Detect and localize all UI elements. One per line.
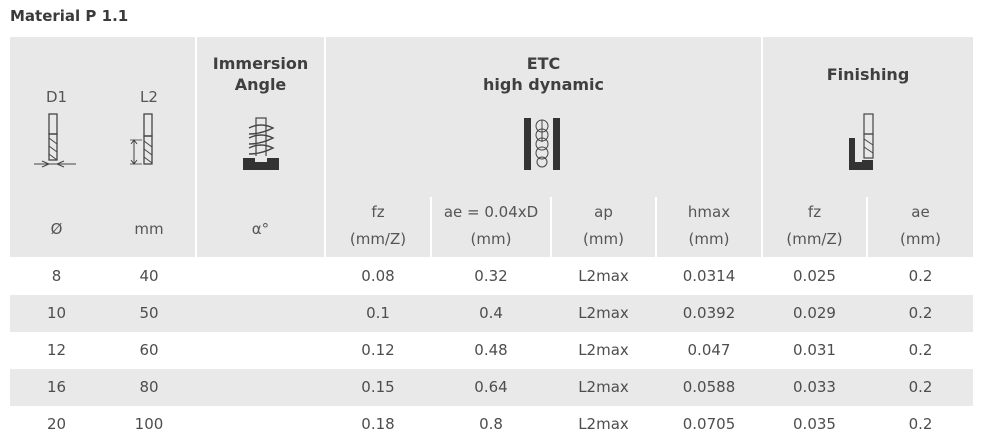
cell-ae: 0.8 — [479, 415, 503, 433]
table-header — [10, 37, 973, 257]
angle-unit: α° — [251, 220, 270, 238]
cell-finishing-ae: 0.2 — [908, 267, 933, 285]
cell-ap: L2max — [578, 341, 629, 359]
cell-l2: 50 — [139, 304, 159, 322]
cell-finishing-fz: 0.031 — [793, 341, 836, 359]
cell-finishing-fz: 0.029 — [793, 304, 836, 322]
immersion-angle-text: Immersion Angle — [212, 54, 309, 94]
d1-label: D1 — [45, 88, 68, 106]
cell-finishing-ae: 0.2 — [908, 415, 933, 433]
cell-fz: 0.08 — [361, 267, 395, 285]
table-row: 12 60 0.12 0.48 L2max 0.047 0.031 0.2 — [10, 332, 973, 369]
cell-d1: 8 — [51, 267, 62, 285]
cell-hmax: 0.0392 — [682, 304, 736, 322]
cell-ae: 0.64 — [474, 378, 508, 396]
cell-hmax: 0.0314 — [682, 267, 736, 285]
etc-fz-unit: fz (mm/Z) — [349, 203, 407, 248]
end-mill-length-icon — [130, 113, 153, 165]
cell-hmax: 0.0705 — [682, 415, 736, 433]
cell-l2: 40 — [139, 267, 159, 285]
cell-finishing-ae: 0.2 — [908, 378, 933, 396]
cell-finishing-fz: 0.035 — [793, 415, 836, 433]
cell-d1: 16 — [46, 378, 67, 396]
cell-d1: 10 — [46, 304, 67, 322]
page-title: Material P 1.1 — [10, 7, 129, 25]
cell-fz: 0.15 — [361, 378, 395, 396]
cell-finishing-ae: 0.2 — [908, 341, 933, 359]
helix-immersion-icon — [243, 117, 279, 170]
cell-finishing-ae: 0.2 — [908, 304, 933, 322]
cell-angle — [197, 295, 324, 332]
finishing-fz-unit: fz (mm/Z) — [786, 203, 843, 248]
cell-ae: 0.32 — [474, 267, 508, 285]
cell-ae: 0.48 — [474, 341, 508, 359]
immersion-angle-heading: Immersion Angle — [195, 53, 326, 95]
finishing-heading: Finishing — [826, 65, 910, 84]
etc-heading: ETC high dynamic — [326, 53, 761, 95]
cell-angle — [197, 369, 324, 406]
l2-label: L2 — [140, 88, 158, 106]
cell-l2: 100 — [134, 415, 164, 433]
l2-unit: mm — [134, 220, 164, 238]
cell-ap: L2max — [578, 304, 629, 322]
finishing-ae-unit: ae (mm) — [900, 203, 941, 248]
slot-milling-icon — [524, 118, 560, 170]
cell-finishing-fz: 0.033 — [793, 378, 836, 396]
cell-angle — [197, 406, 324, 443]
etc-hmax-unit: hmax (mm) — [687, 203, 731, 248]
etc-heading-line1: ETC — [526, 54, 561, 73]
cell-d1: 20 — [46, 415, 67, 433]
table-row: 8 40 0.08 0.32 L2max 0.0314 0.025 0.2 — [10, 258, 973, 295]
cell-fz: 0.1 — [366, 304, 390, 322]
cell-ap: L2max — [578, 378, 629, 396]
cell-ap: L2max — [578, 267, 629, 285]
cell-d1: 12 — [46, 341, 67, 359]
cell-angle — [197, 258, 324, 295]
side-finishing-icon — [849, 113, 874, 170]
cell-ae: 0.4 — [479, 304, 503, 322]
table-row: 16 80 0.15 0.64 L2max 0.0588 0.033 0.2 — [10, 369, 973, 406]
cell-fz: 0.18 — [361, 415, 395, 433]
table-row: 10 50 0.1 0.4 L2max 0.0392 0.029 0.2 — [10, 295, 973, 332]
end-mill-diameter-icon — [34, 113, 76, 168]
etc-heading-line2: high dynamic — [483, 75, 604, 94]
cell-l2: 60 — [139, 341, 159, 359]
cell-fz: 0.12 — [361, 341, 395, 359]
cell-angle — [197, 332, 324, 369]
cell-finishing-fz: 0.025 — [793, 267, 836, 285]
cell-hmax: 0.047 — [687, 341, 731, 359]
etc-ap-unit: ap (mm) — [583, 203, 624, 248]
table-row: 20 100 0.18 0.8 L2max 0.0705 0.035 0.2 — [10, 406, 973, 443]
d1-unit: Ø — [50, 220, 63, 238]
etc-ae-unit: ae = 0.04xD (mm) — [443, 203, 539, 248]
cell-l2: 80 — [139, 378, 159, 396]
cell-ap: L2max — [578, 415, 629, 433]
cell-hmax: 0.0588 — [682, 378, 736, 396]
